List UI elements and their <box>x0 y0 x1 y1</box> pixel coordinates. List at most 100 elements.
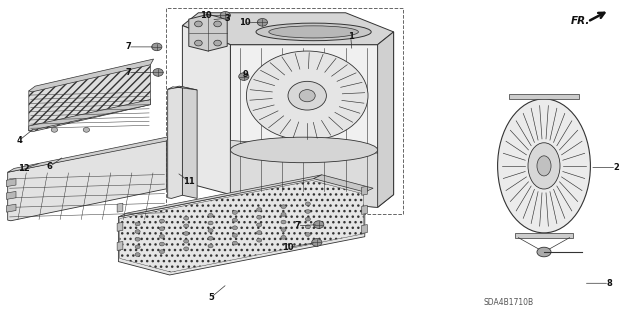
Ellipse shape <box>257 208 262 211</box>
Polygon shape <box>8 137 170 172</box>
Ellipse shape <box>257 231 262 234</box>
Ellipse shape <box>83 127 90 132</box>
Text: 1: 1 <box>348 32 354 41</box>
Ellipse shape <box>537 156 551 176</box>
Polygon shape <box>6 179 16 187</box>
Ellipse shape <box>220 11 230 19</box>
Ellipse shape <box>135 253 140 256</box>
Text: 12: 12 <box>19 164 30 173</box>
Ellipse shape <box>305 233 310 236</box>
Text: 9: 9 <box>243 70 248 78</box>
Text: 10: 10 <box>200 11 212 20</box>
Ellipse shape <box>208 236 213 240</box>
Polygon shape <box>117 222 123 231</box>
Text: 11: 11 <box>183 177 195 186</box>
Ellipse shape <box>135 222 140 226</box>
Ellipse shape <box>208 244 213 248</box>
Polygon shape <box>118 175 322 217</box>
Polygon shape <box>8 140 166 221</box>
Ellipse shape <box>208 213 213 217</box>
Text: SDA4B1710B: SDA4B1710B <box>483 298 533 307</box>
Ellipse shape <box>281 235 286 239</box>
Ellipse shape <box>153 69 163 76</box>
Ellipse shape <box>305 225 310 229</box>
Ellipse shape <box>159 250 164 254</box>
Ellipse shape <box>232 218 237 222</box>
Text: 7: 7 <box>125 68 131 77</box>
Polygon shape <box>6 191 16 199</box>
Polygon shape <box>29 100 150 131</box>
Ellipse shape <box>195 40 202 46</box>
Text: 10: 10 <box>239 19 250 27</box>
Ellipse shape <box>281 212 286 216</box>
Polygon shape <box>362 186 367 195</box>
Polygon shape <box>29 59 154 92</box>
Text: 5: 5 <box>208 293 214 302</box>
Ellipse shape <box>314 221 324 228</box>
Ellipse shape <box>246 51 368 140</box>
Polygon shape <box>182 13 394 45</box>
Text: 10: 10 <box>282 243 294 252</box>
Ellipse shape <box>239 73 249 80</box>
Ellipse shape <box>537 247 551 257</box>
Polygon shape <box>515 233 573 238</box>
Text: 7: 7 <box>295 221 300 230</box>
Ellipse shape <box>281 228 286 232</box>
Ellipse shape <box>305 202 310 206</box>
Text: 2: 2 <box>613 163 620 172</box>
Polygon shape <box>314 175 373 192</box>
Ellipse shape <box>305 217 310 221</box>
Ellipse shape <box>257 215 262 219</box>
Polygon shape <box>509 94 579 99</box>
Ellipse shape <box>300 90 315 102</box>
Ellipse shape <box>257 238 262 242</box>
Ellipse shape <box>230 137 378 163</box>
Ellipse shape <box>214 21 221 27</box>
Ellipse shape <box>256 23 371 41</box>
Ellipse shape <box>184 239 189 243</box>
Polygon shape <box>362 205 367 214</box>
Polygon shape <box>168 86 182 198</box>
Ellipse shape <box>232 226 237 230</box>
Text: 6: 6 <box>47 162 53 171</box>
Ellipse shape <box>257 19 268 26</box>
Ellipse shape <box>184 232 189 235</box>
Text: 4: 4 <box>16 136 22 145</box>
Ellipse shape <box>528 143 560 189</box>
Polygon shape <box>117 241 123 250</box>
Ellipse shape <box>159 219 164 223</box>
Ellipse shape <box>232 211 237 214</box>
Polygon shape <box>189 14 227 51</box>
Ellipse shape <box>312 239 322 246</box>
Text: 7: 7 <box>125 42 131 51</box>
Ellipse shape <box>214 40 221 46</box>
Text: 8: 8 <box>607 279 612 288</box>
Ellipse shape <box>159 234 164 238</box>
Ellipse shape <box>195 21 202 27</box>
Polygon shape <box>230 140 378 207</box>
Ellipse shape <box>135 230 140 234</box>
Polygon shape <box>230 32 394 207</box>
Polygon shape <box>182 26 230 195</box>
Ellipse shape <box>184 224 189 228</box>
Ellipse shape <box>269 26 358 38</box>
Ellipse shape <box>159 242 164 246</box>
Text: 3: 3 <box>225 14 230 23</box>
Polygon shape <box>182 87 197 198</box>
Text: FR.: FR. <box>571 16 590 26</box>
Polygon shape <box>168 87 197 90</box>
Ellipse shape <box>305 210 310 213</box>
Polygon shape <box>120 181 364 272</box>
Polygon shape <box>117 203 123 212</box>
Polygon shape <box>378 32 394 207</box>
Ellipse shape <box>257 223 262 227</box>
Polygon shape <box>29 64 150 132</box>
Ellipse shape <box>152 43 162 51</box>
Ellipse shape <box>498 99 590 233</box>
Polygon shape <box>362 225 367 234</box>
Ellipse shape <box>281 220 286 224</box>
Ellipse shape <box>208 221 213 225</box>
Ellipse shape <box>232 241 237 245</box>
Ellipse shape <box>135 245 140 249</box>
Polygon shape <box>6 204 16 212</box>
